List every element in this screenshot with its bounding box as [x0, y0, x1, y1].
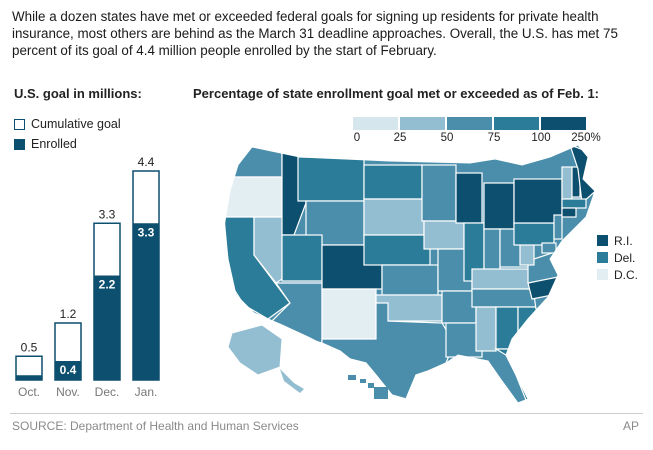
enrolled-bar — [55, 361, 81, 380]
category-label: Oct. — [18, 385, 40, 399]
small-state-swatch — [597, 252, 608, 263]
goal-value-label: 4.4 — [138, 155, 155, 169]
source-note: SOURCE: Department of Health and Human S… — [12, 419, 299, 433]
footer-divider — [10, 413, 643, 414]
category-label: Nov. — [56, 385, 80, 399]
enrolled-value-label: 2.2 — [99, 278, 116, 292]
state-wisconsin — [455, 172, 483, 224]
scale-labels: 0 25 50 75 100 250% — [353, 130, 601, 146]
map-title: Percentage of state enrollment goal met … — [193, 86, 600, 101]
state-maryland — [541, 242, 557, 254]
small-state-label: R.I. — [614, 233, 633, 248]
scale-tick-label: 50 — [440, 132, 454, 144]
state-vermont — [561, 166, 573, 200]
state-georgia — [517, 306, 545, 350]
scale-tick-label: 0 — [353, 132, 361, 144]
state-minnesota — [421, 164, 457, 222]
state-utah — [281, 234, 323, 282]
state-north-dakota — [363, 164, 423, 200]
small-states-legend: R.I. Del. D.C. — [597, 232, 638, 283]
scale-tick-label: 25 — [393, 132, 407, 144]
state-michigan — [483, 182, 515, 230]
small-state-label: Del. — [614, 250, 636, 265]
scale-tick-label: 100 — [531, 132, 551, 144]
state-montana — [297, 156, 365, 202]
state-alaska — [227, 324, 283, 376]
us-outline — [223, 144, 596, 404]
legend-label-goal: Cumulative goal — [31, 117, 121, 131]
small-state-swatch — [597, 235, 608, 246]
state-hawaii — [348, 375, 388, 399]
enrolled-bar — [133, 223, 159, 380]
color-scale: 0 25 50 75 100 250% — [353, 117, 601, 146]
state-mississippi — [475, 306, 497, 352]
enrolled-value-label: 0.4 — [60, 363, 77, 377]
scale-swatch-75-100 — [494, 117, 539, 130]
state-nebraska — [363, 234, 431, 266]
small-state-item: D.C. — [597, 266, 638, 283]
goal-value-label: 0.5 — [21, 340, 38, 354]
us-state-map — [223, 144, 596, 404]
state-pennsylvania — [513, 222, 555, 246]
category-label: Jan. — [135, 385, 158, 399]
state-kentucky — [471, 268, 533, 290]
goal-value-label: 1.2 — [60, 307, 77, 321]
state-alabama — [495, 306, 519, 350]
state-iowa — [423, 220, 465, 250]
credit: AP — [622, 419, 639, 433]
legend-enrolled: Enrolled — [14, 137, 77, 151]
scale-swatch-100-250 — [541, 117, 586, 130]
small-state-item: R.I. — [597, 232, 638, 249]
state-south-dakota — [363, 198, 425, 236]
state-oregon — [224, 176, 283, 218]
state-massachusetts — [561, 198, 587, 209]
small-state-swatch — [597, 269, 608, 280]
small-state-label: D.C. — [614, 267, 638, 282]
enrolled-value-label: 3.3 — [138, 225, 155, 239]
scale-swatch-25-50 — [400, 117, 445, 130]
state-new-jersey — [553, 214, 563, 240]
intro-paragraph: While a dozen states have met or exceede… — [12, 9, 618, 58]
enrollment-bar-chart: 0.5 Oct. 1.2 0.4 Nov. 3.3 2.2 Dec. 4.4 3.3 Jan. — [15, 155, 160, 399]
state-kansas — [381, 264, 439, 296]
state-alaska-peninsula — [280, 369, 304, 393]
bar-chart-title: U.S. goal in millions: — [14, 86, 142, 101]
legend-label-enrolled: Enrolled — [31, 137, 77, 151]
state-new-mexico — [321, 288, 377, 340]
enrolled-bar — [94, 275, 120, 380]
state-connecticut — [561, 207, 577, 218]
scale-tick-label: 250% — [571, 132, 601, 144]
scale-swatch-50-75 — [447, 117, 492, 130]
enrolled-bar — [16, 375, 42, 380]
legend-swatch-enrolled — [14, 138, 25, 150]
state-arkansas — [441, 290, 477, 324]
legend-cumulative-goal: Cumulative goal — [14, 117, 121, 131]
state-nevada — [253, 216, 283, 284]
scale-tick-label: 75 — [487, 132, 501, 144]
category-label: Dec. — [95, 385, 120, 399]
small-state-item: Del. — [597, 249, 638, 266]
scale-swatch-0-25 — [353, 117, 398, 130]
legend-swatch-goal — [14, 118, 25, 130]
goal-value-label: 3.3 — [99, 207, 116, 221]
